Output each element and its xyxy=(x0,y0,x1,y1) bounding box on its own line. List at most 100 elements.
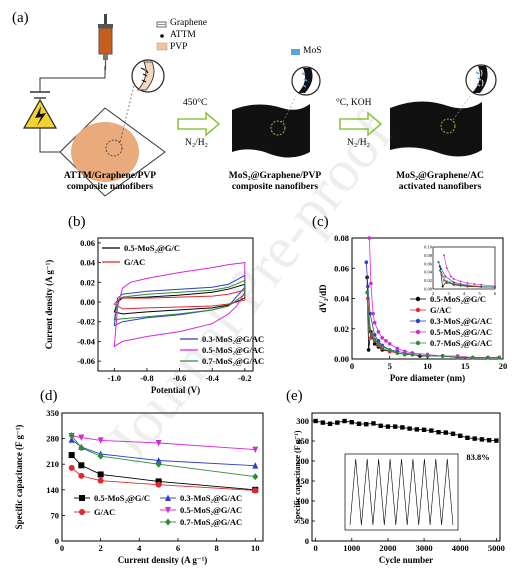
cv-curve xyxy=(113,279,246,321)
legend-label-d: 0.7-MoS₂@G/AC xyxy=(180,517,242,527)
legend-label-d: 0.3-MoS₂@G/AC xyxy=(180,493,242,503)
inset-y-tick-label: 0.06 xyxy=(424,261,433,266)
panel-label-a: (a) xyxy=(12,10,29,26)
inset-point xyxy=(441,285,444,288)
pore-curve xyxy=(366,292,500,358)
inset-point xyxy=(459,280,462,283)
x-tick-label-d: 0 xyxy=(60,543,64,553)
y-tick-label-b: 0.06 xyxy=(80,238,95,248)
pore-point xyxy=(372,337,377,342)
rate-point xyxy=(155,478,162,485)
fiber-zoom-2 xyxy=(291,66,321,96)
legend-attm: ATTM xyxy=(170,30,196,40)
pore-point xyxy=(497,355,502,360)
y-tick-label-d: 280 xyxy=(46,434,59,444)
inset-point xyxy=(480,285,483,288)
cycle-point xyxy=(320,420,326,425)
x-tick-label-c: 15 xyxy=(461,361,470,371)
x-axis-label-e: Cycle number xyxy=(379,555,433,565)
legend-marker-c xyxy=(415,307,421,313)
y-tick-label-e: 150 xyxy=(296,476,309,486)
rate-point xyxy=(68,464,75,471)
inset-point xyxy=(445,282,448,285)
rate-point xyxy=(252,487,259,494)
inset-y-tick-label: 0.04 xyxy=(424,270,433,275)
y-tick-label-b: -0.04 xyxy=(77,336,95,346)
pore-point xyxy=(403,352,407,357)
cycle-point xyxy=(494,438,499,443)
rate-point xyxy=(97,477,104,484)
y-tick-label-d: 0 xyxy=(55,536,59,546)
pore-point xyxy=(371,311,375,316)
x-tick-label-e: 3000 xyxy=(416,543,433,553)
cycle-point xyxy=(450,431,456,436)
rate-point xyxy=(155,460,162,468)
pore-point xyxy=(366,284,370,289)
legend-marker-d xyxy=(79,495,85,501)
y-axis-label-d: Specific capacitance (F g⁻¹) xyxy=(14,425,24,530)
pore-point xyxy=(365,290,369,295)
inset-y-tick-label: 0.10 xyxy=(424,245,433,250)
pore-point xyxy=(395,351,400,355)
pore-point xyxy=(455,355,460,360)
y-tick-label-e: 200 xyxy=(296,456,309,466)
rate-point xyxy=(97,471,104,478)
rate-point xyxy=(78,434,85,442)
plot-frame-d xyxy=(61,412,264,542)
pore-point xyxy=(364,260,369,265)
cycle-point xyxy=(371,421,376,426)
x-axis-label-d: Current density (A g⁻¹) xyxy=(118,555,208,565)
cycle-point xyxy=(436,430,441,435)
y-tick-label-e: 300 xyxy=(296,416,309,426)
cycle-point xyxy=(479,437,485,442)
x-tick-label-c: 0 xyxy=(350,361,354,371)
inset-y-tick-label: 0.00 xyxy=(424,287,433,292)
y-tick-label-d: 210 xyxy=(46,459,59,469)
rate-point xyxy=(97,437,104,444)
inset-point xyxy=(445,267,448,269)
y-tick-label-e: 0 xyxy=(305,536,309,546)
inset-point xyxy=(443,254,446,257)
legend-label-d: G/AC xyxy=(94,507,115,517)
pore-point xyxy=(376,339,381,343)
pore-point xyxy=(376,329,381,334)
rate-point xyxy=(155,439,162,447)
pore-point xyxy=(370,333,375,337)
pore-point xyxy=(368,311,372,316)
gcd-inset-curve xyxy=(349,458,454,526)
y-tick-label-c: 0.08 xyxy=(334,233,349,243)
inset-point xyxy=(480,283,483,286)
cycle-point xyxy=(342,418,347,424)
legend-label-b: 0.5-MoS₂@G/AC xyxy=(202,345,264,355)
y-tick-label-b: 0.00 xyxy=(80,297,95,307)
cycle-point xyxy=(364,422,369,427)
cycle-point xyxy=(465,435,470,440)
y-tick-label-e: 250 xyxy=(296,436,309,446)
y-tick-label-c: 0.04 xyxy=(334,294,350,304)
process-arrow-1 xyxy=(177,111,221,137)
x-tick-label-d: 4 xyxy=(137,543,142,553)
y-tick-label-d: 350 xyxy=(46,408,59,418)
legend-marker-d xyxy=(79,509,85,515)
x-tick-label-b: -0.4 xyxy=(205,373,219,383)
legend-label-b: G/AC xyxy=(124,257,145,267)
inset-point xyxy=(438,269,441,272)
x-tick-label-c: 5 xyxy=(388,361,392,371)
fiber-zoom-1 xyxy=(131,59,165,93)
cycle-point xyxy=(407,426,412,431)
pore-point xyxy=(372,342,377,346)
gcd-inset-frame xyxy=(344,453,459,531)
inset-x-tick-label: 2 xyxy=(432,291,434,296)
y-tick-label-b: -0.06 xyxy=(77,356,95,366)
rate-point xyxy=(78,444,85,452)
x-tick-label-d: 10 xyxy=(251,543,260,553)
legend-label-d: 0.5-MoS₂@G/AC xyxy=(180,505,242,515)
inset-point xyxy=(459,283,462,286)
pore-point xyxy=(380,336,385,340)
panel-label-d: (d) xyxy=(40,388,58,404)
step2-gas: N₂/H₂ xyxy=(347,138,370,148)
stage1-line2: composite nanofibers xyxy=(66,182,154,192)
legend-marker-c xyxy=(415,318,421,324)
x-tick-label-e: 0 xyxy=(313,543,317,553)
legend-marker-d xyxy=(165,494,171,501)
